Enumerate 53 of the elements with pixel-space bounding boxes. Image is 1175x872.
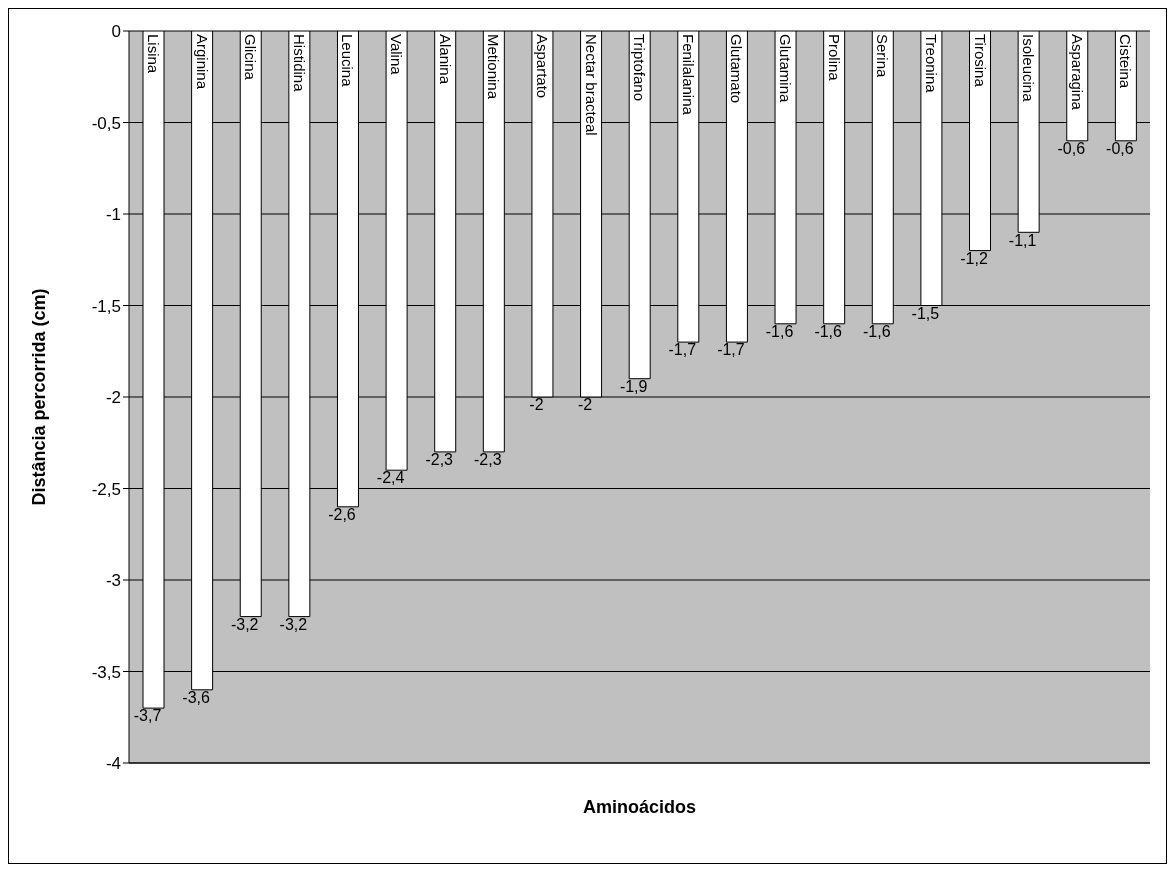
x-tick-label: Treonina <box>922 34 940 94</box>
y-tick-label: -4 <box>105 754 121 774</box>
data-label: -2,6 <box>328 506 356 523</box>
x-tick-label: Glutamina <box>777 34 795 104</box>
x-tick-label: Nectar bracteal <box>582 34 600 136</box>
data-label: -2,3 <box>474 451 502 469</box>
x-tick-label: Alanina <box>436 34 454 85</box>
x-tick-label: Serina <box>874 34 892 79</box>
x-tick-label: Metionina <box>485 34 503 100</box>
x-tick-label: Triptofano <box>631 34 649 101</box>
x-tick-label: Lisina <box>145 34 162 74</box>
data-label: -0,6 <box>1057 140 1086 157</box>
y-tick-label: -0,5 <box>91 113 121 133</box>
x-tick-label: Prolina <box>825 34 843 82</box>
data-label: -3,2 <box>279 615 308 633</box>
y-tick-label: -2,5 <box>91 479 121 499</box>
y-tick-label: -1 <box>105 205 121 225</box>
data-label: -2 <box>577 396 593 414</box>
data-label: -1,1 <box>1008 231 1037 249</box>
data-label: -2 <box>529 396 544 414</box>
x-tick-label: Arginina <box>193 34 211 90</box>
data-label: -3,6 <box>182 689 210 706</box>
y-axis-title: Distância percorrida (cm) <box>29 288 50 506</box>
data-label: -1,6 <box>814 323 843 340</box>
x-tick-label: Glicina <box>242 34 260 81</box>
data-label: -1,5 <box>911 304 940 322</box>
x-tick-label: Tirosina <box>971 34 989 88</box>
data-label: -3,2 <box>230 615 259 633</box>
data-label: -1,6 <box>863 323 891 340</box>
data-label: -1,6 <box>765 323 794 340</box>
data-label: -2,4 <box>376 469 405 487</box>
x-tick-label: Cisteina <box>1117 34 1135 89</box>
x-tick-label: Glutamato <box>728 34 746 104</box>
x-tick-label: Valina <box>388 34 406 76</box>
data-label: -1,7 <box>717 341 745 359</box>
y-tick-label: -2 <box>105 388 121 408</box>
y-tick-label: 0 <box>111 22 121 42</box>
data-label: -1,2 <box>960 249 988 267</box>
data-label: -3,7 <box>133 707 162 725</box>
data-label: -1,7 <box>668 341 697 359</box>
x-tick-label: Asparagina <box>1068 34 1086 111</box>
data-label: -0,6 <box>1106 140 1134 157</box>
y-tick-label: -3,5 <box>91 662 121 682</box>
y-tick-label: -3 <box>105 571 121 591</box>
x-tick-label: Leucina <box>339 34 357 88</box>
x-tick-label: Histidina <box>290 34 308 93</box>
x-tick-label: Fenilalanina <box>679 34 697 116</box>
data-label: -2,3 <box>425 451 454 469</box>
x-tick-label: Aspartato <box>533 34 551 99</box>
x-tick-label: Isoleucina <box>1020 34 1038 103</box>
data-label: -1,9 <box>619 377 648 395</box>
x-axis-title: Aminoácidos <box>582 797 697 817</box>
y-tick-label: -1,5 <box>91 296 121 316</box>
